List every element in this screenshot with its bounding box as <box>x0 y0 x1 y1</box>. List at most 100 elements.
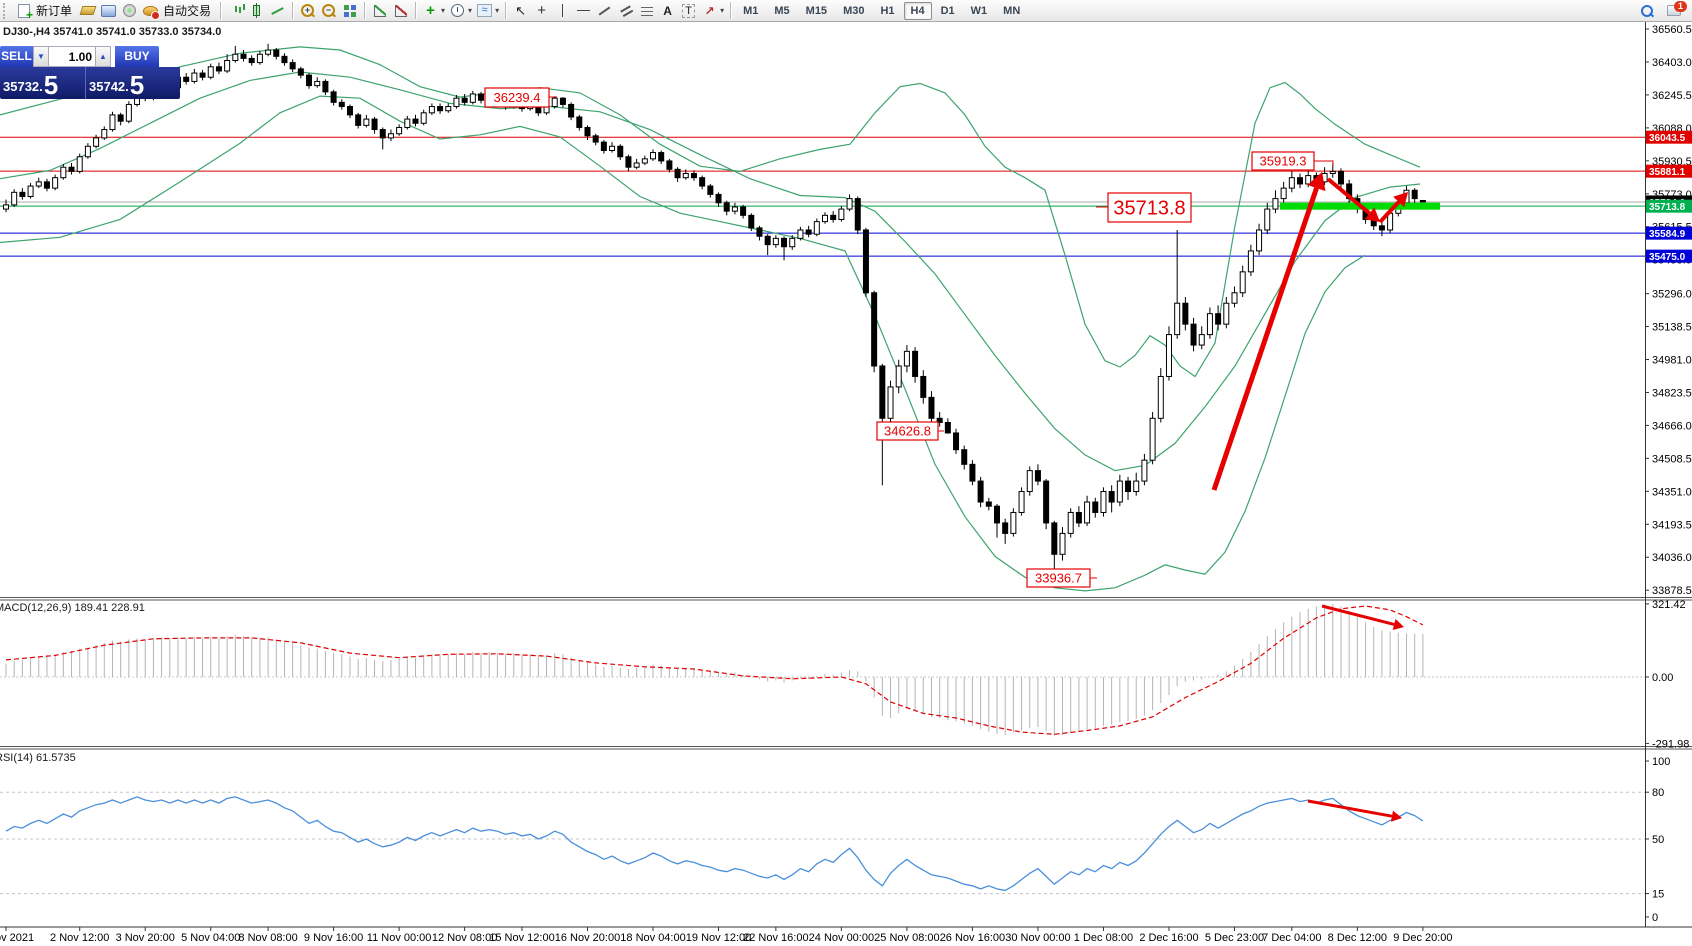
chevron-down-icon[interactable]: ▾ <box>468 6 473 15</box>
trend-arrow[interactable] <box>1326 177 1371 215</box>
candle <box>1002 522 1009 534</box>
indicator-window-icon[interactable] <box>391 2 410 20</box>
candle <box>453 97 460 108</box>
indicator-scale-label: 15 <box>1652 889 1664 901</box>
candle <box>281 55 288 64</box>
zoom-out-icon[interactable] <box>319 2 338 20</box>
timeframe-button-mn[interactable]: MN <box>1003 4 1021 17</box>
candle <box>1100 491 1107 513</box>
crosshair-icon[interactable] <box>532 2 551 20</box>
price-callouts[interactable]: 36239.4 35919.3 35713.8 34626.8 33936.7 <box>484 87 1334 588</box>
market-watch-icon[interactable] <box>78 2 97 20</box>
candle <box>912 350 919 377</box>
candle <box>1272 198 1279 210</box>
new-order-icon[interactable] <box>14 2 33 22</box>
candle <box>289 62 296 70</box>
callout-box[interactable] <box>1251 151 1315 171</box>
chevron-down-icon[interactable]: ▾ <box>441 6 446 15</box>
template-icon[interactable] <box>475 2 494 20</box>
text-label-icon[interactable] <box>679 2 698 20</box>
add-indicator-icon[interactable] <box>421 2 440 20</box>
timeframe-button-d1[interactable]: D1 <box>940 4 955 17</box>
chat-icon[interactable]: 1 <box>1664 0 1687 20</box>
chevron-down-icon[interactable]: ▾ <box>495 6 500 15</box>
trend-arrow-head <box>1364 207 1380 222</box>
bar-chart-icon[interactable] <box>226 2 245 20</box>
toolbar-grip[interactable] <box>3 2 10 19</box>
timeframe-button-m1[interactable]: M1 <box>743 4 759 17</box>
signals-icon[interactable] <box>120 2 139 20</box>
sell-button[interactable]: SELL <box>0 46 33 67</box>
candle <box>748 214 755 229</box>
candle <box>797 229 804 239</box>
text-icon[interactable] <box>658 2 677 20</box>
trendline-icon[interactable] <box>595 2 614 20</box>
candle <box>1378 225 1385 231</box>
candle <box>871 292 878 367</box>
timeframe-button-m5[interactable]: M5 <box>774 4 790 17</box>
timeframe-button-h4[interactable]: H4 <box>903 1 932 20</box>
price-tag-text: 36043.5 <box>1649 133 1686 144</box>
candle <box>1141 459 1148 482</box>
candle <box>879 365 886 419</box>
candle <box>756 227 763 237</box>
annotation-arrows[interactable] <box>1211 172 1408 822</box>
candle <box>1288 177 1295 189</box>
candle <box>617 145 624 158</box>
price-tag-text: 35584.9 <box>1649 229 1686 240</box>
candle <box>731 206 738 212</box>
candle <box>363 118 370 126</box>
candle <box>297 68 304 76</box>
volume-increase-button[interactable]: ▲ <box>95 46 111 67</box>
new-order-label[interactable]: 新订单 <box>36 4 73 18</box>
trend-arrow[interactable] <box>1211 187 1319 491</box>
candlestick-icon[interactable] <box>247 2 266 20</box>
callout-box[interactable] <box>876 421 939 441</box>
vertical-line-icon[interactable] <box>553 2 572 20</box>
line-chart-icon[interactable] <box>268 2 287 20</box>
trend-arrow[interactable] <box>1378 200 1401 224</box>
callout-box[interactable] <box>1107 192 1192 223</box>
candle <box>772 237 779 246</box>
price-axis[interactable]: 36560.536403.036245.536088.035930.535773… <box>1645 24 1692 924</box>
navigator-icon[interactable] <box>99 2 118 20</box>
price-tick-label: 34193.5 <box>1652 519 1692 531</box>
callout-box[interactable] <box>484 87 550 108</box>
trend-arrow[interactable] <box>1321 604 1395 626</box>
timeframe-button-h1[interactable]: H1 <box>880 4 895 17</box>
tile-windows-icon[interactable] <box>340 2 359 20</box>
timeframe-button-m15[interactable]: M15 <box>805 4 828 17</box>
chevron-down-icon[interactable]: ▾ <box>720 6 725 15</box>
auto-trading-label[interactable]: 自动交易 <box>163 4 212 18</box>
zoom-in-icon[interactable] <box>298 2 317 20</box>
candle <box>805 229 812 235</box>
horizontal-line-icon[interactable] <box>574 2 593 20</box>
buy-price[interactable]: 35742. 5 <box>86 67 180 99</box>
macd-indicator-label: MACD(12,26,9) 189.41 228.91 <box>0 602 145 614</box>
auto-trading-icon[interactable] <box>141 2 161 20</box>
arrows-icon[interactable] <box>700 2 719 20</box>
volume-decrease-button[interactable]: ▼ <box>33 46 49 67</box>
callout-box[interactable] <box>1026 568 1091 588</box>
timeframe-button-w1[interactable]: W1 <box>970 4 988 17</box>
indicators-icon[interactable] <box>370 2 389 20</box>
time-tick-label: 7 Dec 04:00 <box>1262 932 1321 944</box>
channel-icon[interactable] <box>616 2 635 20</box>
time-axis[interactable]: 1 Nov 2021 2 Nov 12:00 3 Nov 20:00 5 Nov 04… <box>0 927 1453 944</box>
candle <box>690 172 697 179</box>
search-icon[interactable] <box>1637 2 1656 20</box>
periods-icon[interactable] <box>448 2 467 20</box>
cursor-icon[interactable] <box>511 2 530 20</box>
timeframe-button-m30[interactable]: M30 <box>843 4 865 17</box>
volume-input[interactable] <box>49 46 95 67</box>
candle <box>396 126 403 135</box>
time-tick-label: 9 Nov 16:00 <box>304 932 363 944</box>
time-tick-label: 30 Nov 00:00 <box>1005 932 1070 944</box>
buy-button[interactable]: BUY <box>115 46 159 67</box>
horizontal-level-lines[interactable] <box>0 136 1645 257</box>
trend-arrow[interactable] <box>1307 799 1393 818</box>
candle <box>1084 501 1091 524</box>
fibonacci-icon[interactable] <box>637 2 656 20</box>
sell-price[interactable]: 35732. 5 <box>0 67 86 99</box>
